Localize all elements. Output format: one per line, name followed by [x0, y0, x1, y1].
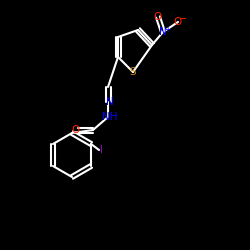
Text: NH: NH — [102, 112, 118, 122]
Text: O: O — [174, 17, 182, 27]
Text: N: N — [159, 27, 167, 37]
Text: +: + — [164, 24, 170, 34]
Text: N: N — [106, 97, 114, 107]
Text: O: O — [72, 125, 80, 135]
Text: I: I — [100, 145, 102, 155]
Text: S: S — [130, 67, 136, 77]
Text: −: − — [179, 14, 187, 24]
Text: O: O — [154, 12, 162, 22]
